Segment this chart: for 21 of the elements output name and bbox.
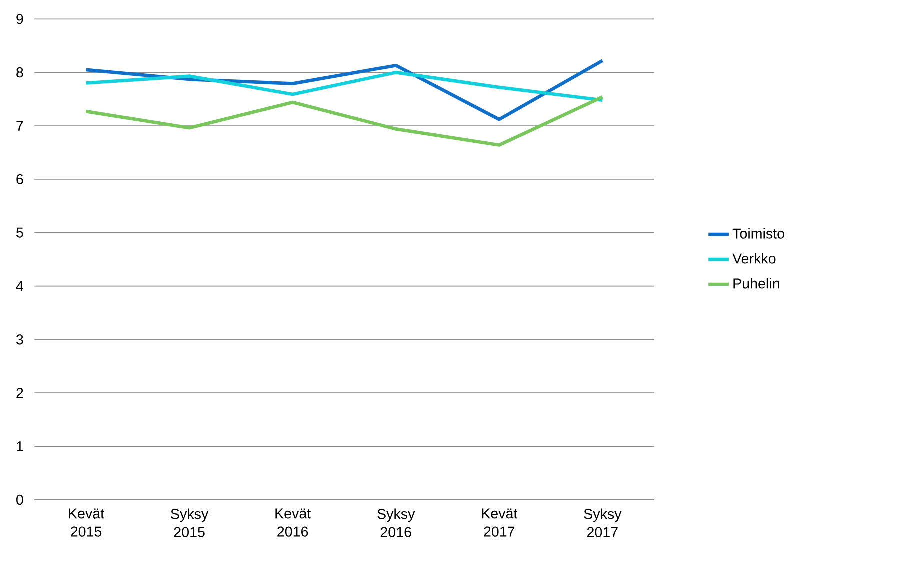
y-tick-label: 4 [16,281,24,292]
line-series [84,71,604,102]
y-tick-label: 8 [16,68,24,78]
y-tick-label: 6 [16,174,24,185]
x-tick-label: Kevät 2015 [69,508,104,537]
x-tick-label: Kevät 2017 [482,508,518,537]
y-tick-label: 2 [16,388,24,398]
y-tick-label: 3 [16,334,24,345]
line-series [84,96,604,148]
y-tick-label: 7 [16,121,24,132]
legend-label: Verkko [732,253,776,264]
y-tick-label: 9 [16,14,24,24]
y-tick-label: 5 [16,228,24,238]
legend-label: Puhelin [734,278,780,289]
x-tick-label: Syksy 2016 [378,508,416,538]
x-tick-label: Syksy 2017 [584,508,622,538]
y-tick-label: 1 [17,442,24,452]
x-tick-label: Syksy 2015 [171,508,209,538]
legend-label: Toimisto [732,228,784,239]
x-tick-label: Kevät 2016 [276,508,312,537]
y-tick-label: 0 [16,495,24,506]
